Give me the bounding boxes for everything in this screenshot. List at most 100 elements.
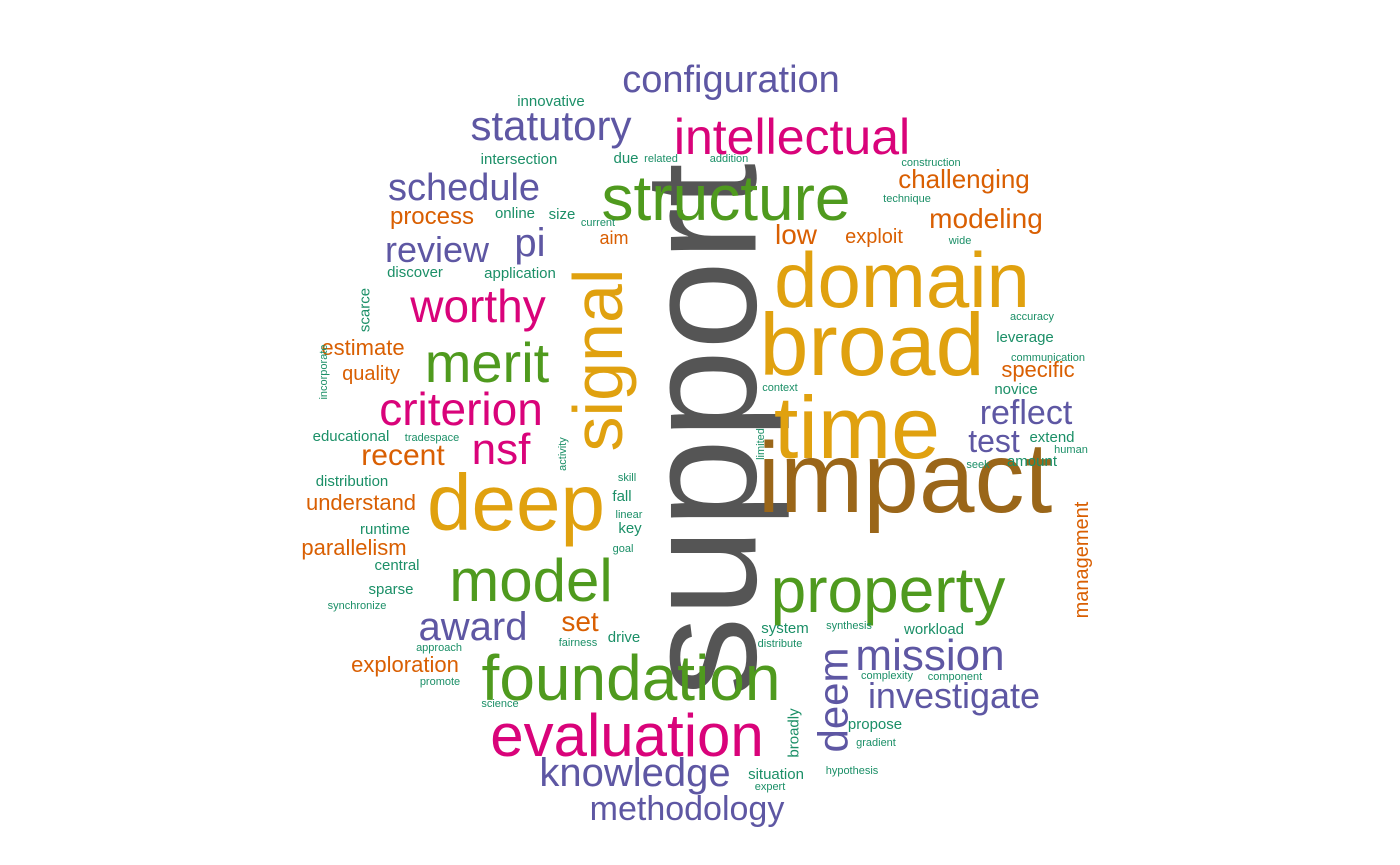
word-situation: situation xyxy=(748,766,804,783)
word-review: review xyxy=(385,229,490,270)
word-configuration: configuration xyxy=(622,59,840,101)
word-incorporate: incorporate xyxy=(318,344,330,399)
word-evaluation: evaluation xyxy=(490,702,764,769)
word-process: process xyxy=(390,203,474,230)
word-linear: linear xyxy=(616,509,643,521)
word-scarce: scarce xyxy=(357,288,374,332)
word-investigate: investigate xyxy=(868,675,1040,716)
word-sparse: sparse xyxy=(368,581,413,598)
word-amount: amount xyxy=(1007,453,1058,470)
word-specific: specific xyxy=(1001,357,1074,382)
word-deem: deem xyxy=(810,647,857,752)
word-related: related xyxy=(644,153,678,165)
word-broad: broad xyxy=(759,295,984,394)
word-leverage: leverage xyxy=(996,329,1054,346)
word-methodology: methodology xyxy=(590,790,785,828)
word-schedule: schedule xyxy=(388,167,540,209)
word-central: central xyxy=(374,557,419,574)
word-tradespace: tradespace xyxy=(405,432,459,444)
word-synchronize: synchronize xyxy=(328,600,387,612)
word-statutory: statutory xyxy=(470,102,631,149)
word-propose: propose xyxy=(848,716,902,733)
word-intersection: intersection xyxy=(481,151,558,168)
word-aim: aim xyxy=(599,228,628,248)
word-limited: limited xyxy=(755,428,767,460)
word-estimate: estimate xyxy=(321,335,404,360)
word-merit: merit xyxy=(425,331,550,394)
word-novice: novice xyxy=(994,381,1037,398)
word-technique: technique xyxy=(883,193,931,205)
word-model: model xyxy=(449,547,612,614)
word-science: science xyxy=(481,698,518,710)
word-structure: structure xyxy=(602,162,851,234)
word-distribute: distribute xyxy=(758,638,803,650)
word-exploit: exploit xyxy=(845,226,903,248)
word-management: management xyxy=(1071,501,1093,618)
word-low: low xyxy=(775,219,818,250)
word-fall: fall xyxy=(612,488,631,505)
word-intellectual: intellectual xyxy=(674,109,910,165)
word-exploration: exploration xyxy=(351,652,459,677)
word-application: application xyxy=(484,265,556,282)
word-nsf: nsf xyxy=(472,425,531,474)
word-seek: seek xyxy=(966,459,990,471)
word-component: component xyxy=(928,671,982,683)
word-addition: addition xyxy=(710,153,749,165)
word-challenging: challenging xyxy=(898,164,1030,194)
word-promote: promote xyxy=(420,676,460,688)
word-educational: educational xyxy=(313,428,390,445)
word-property: property xyxy=(771,554,1006,626)
word-construction: construction xyxy=(901,157,960,169)
word-time: time xyxy=(774,378,940,477)
word-award: award xyxy=(419,605,528,649)
word-goal: goal xyxy=(613,543,634,555)
word-runtime: runtime xyxy=(360,521,410,538)
word-pi: pi xyxy=(514,221,545,265)
word-quality: quality xyxy=(342,363,400,385)
word-criterion: criterion xyxy=(379,383,543,435)
word-innovative: innovative xyxy=(517,93,585,110)
word-recent: recent xyxy=(361,439,445,472)
word-wide: wide xyxy=(948,235,972,247)
word-parallelism: parallelism xyxy=(301,535,406,560)
word-discover: discover xyxy=(387,264,443,281)
word-mission: mission xyxy=(855,631,1004,680)
word-approach: approach xyxy=(416,642,462,654)
word-fairness: fairness xyxy=(559,637,598,649)
word-communication: communication xyxy=(1011,352,1085,364)
word-accuracy: accuracy xyxy=(1010,311,1055,323)
word-drive: drive xyxy=(608,629,641,646)
word-synthesis: synthesis xyxy=(826,620,872,632)
word-human: human xyxy=(1054,444,1088,456)
word-broadly: broadly xyxy=(786,708,803,758)
word-foundation: foundation xyxy=(482,642,781,714)
word-support: support xyxy=(611,163,790,697)
word-complexity: complexity xyxy=(861,670,913,682)
word-current: current xyxy=(581,217,615,229)
word-modeling: modeling xyxy=(929,203,1043,234)
word-hypothesis: hypothesis xyxy=(826,765,879,777)
word-system: system xyxy=(761,620,809,637)
word-online: online xyxy=(495,205,535,222)
word-domain: domain xyxy=(774,236,1030,324)
word-understand: understand xyxy=(306,490,416,515)
word-due: due xyxy=(613,150,638,167)
word-reflect: reflect xyxy=(980,394,1073,432)
word-deep: deep xyxy=(427,458,605,547)
word-workload: workload xyxy=(903,621,964,638)
word-knowledge: knowledge xyxy=(539,751,730,795)
word-test: test xyxy=(968,423,1020,459)
word-activity: activity xyxy=(557,437,569,471)
word-key: key xyxy=(618,520,642,537)
word-impact: impact xyxy=(758,422,1053,534)
word-expert: expert xyxy=(755,781,786,793)
word-skill: skill xyxy=(618,472,636,484)
word-size: size xyxy=(549,206,576,223)
word-signal: signal xyxy=(559,269,637,452)
word-gradient: gradient xyxy=(856,737,896,749)
word-distribution: distribution xyxy=(316,473,389,490)
word-set: set xyxy=(561,606,599,637)
word-extend: extend xyxy=(1029,429,1074,446)
word-worthy: worthy xyxy=(409,280,545,332)
